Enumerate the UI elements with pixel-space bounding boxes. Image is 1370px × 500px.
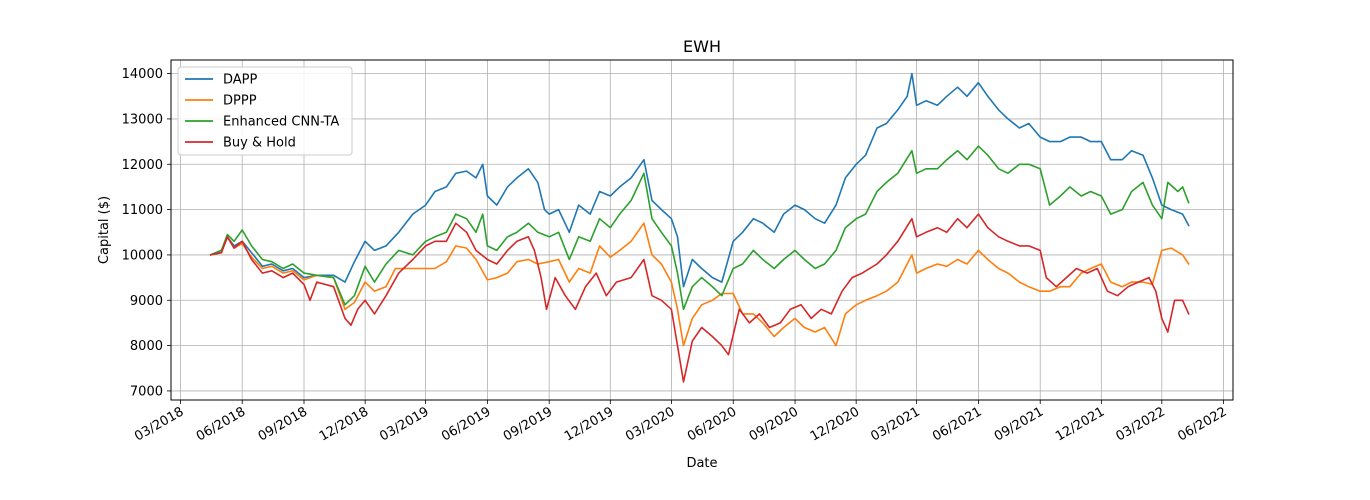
legend-label: Enhanced CNN-TA <box>223 115 339 130</box>
plot-frame <box>170 59 1234 401</box>
legend-items: DAPP DPPP Enhanced CNN-TA Buy & Hold <box>185 73 339 151</box>
series-layer <box>209 72 1190 383</box>
legend-label: DAPP <box>223 73 258 88</box>
legend-box <box>177 66 353 156</box>
series-line-buy-hold <box>209 213 1190 383</box>
chart-title: EWH <box>683 37 721 56</box>
y-tick-label: 13000 <box>122 112 163 127</box>
legend-label: DPPP <box>223 94 257 109</box>
x-axis-title: Date <box>686 456 717 471</box>
y-tick-label: 10000 <box>122 248 163 263</box>
legend: DAPP DPPP Enhanced CNN-TA Buy & Hold <box>177 66 353 156</box>
y-axis-title: Capital ($) <box>97 196 112 264</box>
y-tick-label: 8000 <box>130 339 163 354</box>
y-axis-ticks: 7000 8000 9000 10000 11000 12000 13000 14000 <box>122 67 171 399</box>
y-tick-label: 11000 <box>122 203 163 218</box>
legend-label: Buy & Hold <box>223 136 296 151</box>
y-tick-label: 7000 <box>130 384 163 399</box>
y-tick-label: 14000 <box>122 67 163 82</box>
series-line-dapp <box>209 72 1190 288</box>
series-line-enhanced-cnn-ta <box>209 145 1190 311</box>
y-tick-label: 9000 <box>130 294 163 309</box>
y-tick-label: 12000 <box>122 158 163 173</box>
series-line-dppp <box>209 222 1190 347</box>
